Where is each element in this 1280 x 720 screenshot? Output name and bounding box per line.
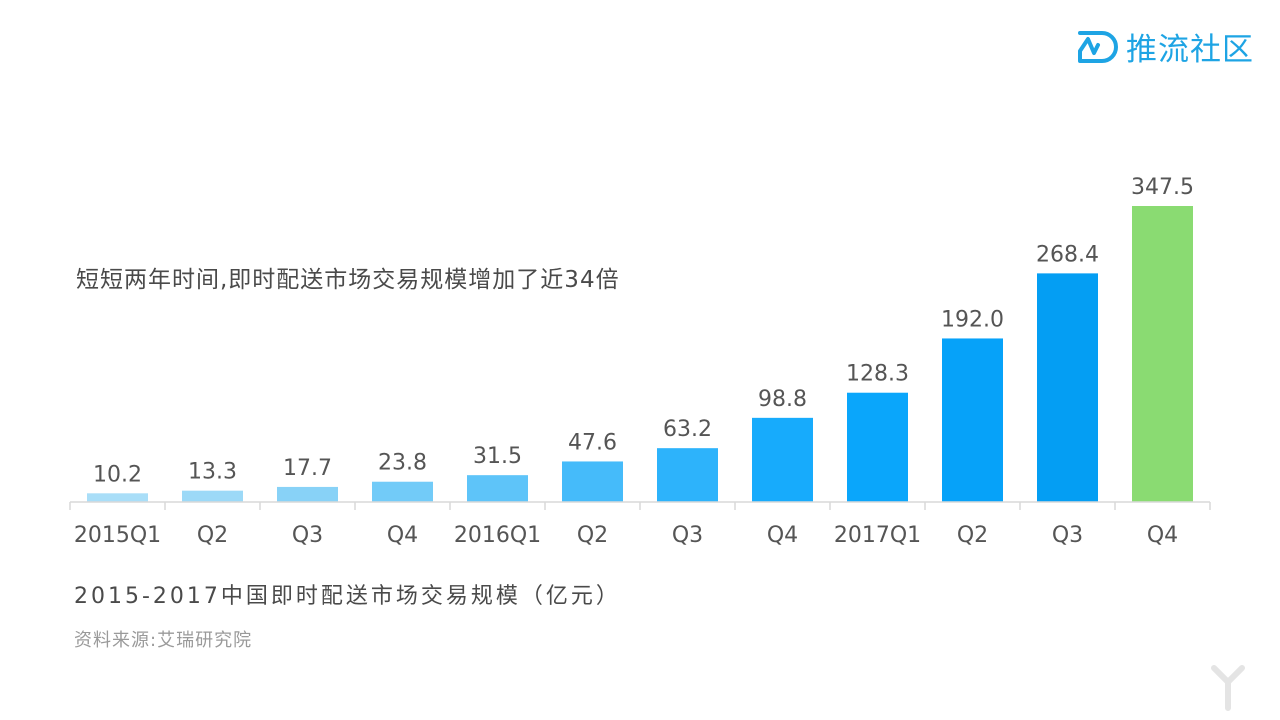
bar-value-label: 17.7 — [283, 456, 332, 481]
bar-11 — [1037, 273, 1098, 502]
brand-name: 推流社区 — [1126, 32, 1254, 68]
bar-value-label: 268.4 — [1036, 242, 1099, 267]
x-tick-label: Q2 — [957, 523, 988, 548]
x-tick-label: Q3 — [672, 523, 703, 548]
yiou-watermark-icon — [1211, 665, 1245, 711]
bar-value-label: 63.2 — [663, 417, 712, 442]
bar-10 — [942, 338, 1003, 502]
bar-value-label: 128.3 — [846, 362, 909, 387]
x-tick-label: Q4 — [387, 523, 418, 548]
x-tick-label: Q2 — [197, 523, 228, 548]
chart-annotation: 短短两年时间,即时配送市场交易规模增加了近34倍 — [76, 267, 620, 293]
x-tick-label: Q3 — [1052, 523, 1083, 548]
bar-8 — [752, 417, 813, 502]
bar-6 — [562, 461, 623, 502]
chart-title: 2015-2017中国即时配送市场交易规模（亿元） — [74, 584, 621, 609]
bar-9 — [847, 392, 908, 502]
bar-3 — [277, 486, 338, 502]
bar-value-label: 98.8 — [758, 387, 807, 412]
bar-value-label: 347.5 — [1131, 175, 1194, 200]
x-tick-label: 2016Q1 — [454, 523, 541, 548]
wave-d-icon — [1078, 30, 1118, 63]
bar-value-label: 47.6 — [568, 430, 617, 455]
bar-1 — [87, 493, 148, 502]
bar-chart: 10.2 2015Q1 13.3 Q2 17.7 Q3 23.8 Q4 31.5 2016Q1 47… — [69, 175, 1211, 548]
bar-value-label: 13.3 — [188, 460, 237, 485]
bar-7 — [657, 448, 718, 502]
bar-value-label: 192.0 — [941, 307, 1004, 332]
source-note: 资料来源:艾瑞研究院 — [74, 630, 253, 651]
bar-value-label: 10.2 — [93, 462, 142, 487]
x-tick-label: Q2 — [577, 523, 608, 548]
bar-12 — [1132, 206, 1193, 502]
x-tick-label: Q4 — [767, 523, 798, 548]
bar-value-label: 31.5 — [473, 444, 522, 469]
x-tick-label: Q3 — [292, 523, 323, 548]
x-tick-label: 2015Q1 — [74, 523, 161, 548]
x-tick-label: 2017Q1 — [834, 523, 921, 548]
bar-4 — [372, 481, 433, 502]
brand-logo: 推流社区 — [1076, 24, 1254, 69]
bar-2 — [182, 490, 243, 502]
bar-value-label: 23.8 — [378, 451, 427, 476]
bar-5 — [467, 475, 528, 502]
x-tick-label: Q4 — [1147, 523, 1178, 548]
